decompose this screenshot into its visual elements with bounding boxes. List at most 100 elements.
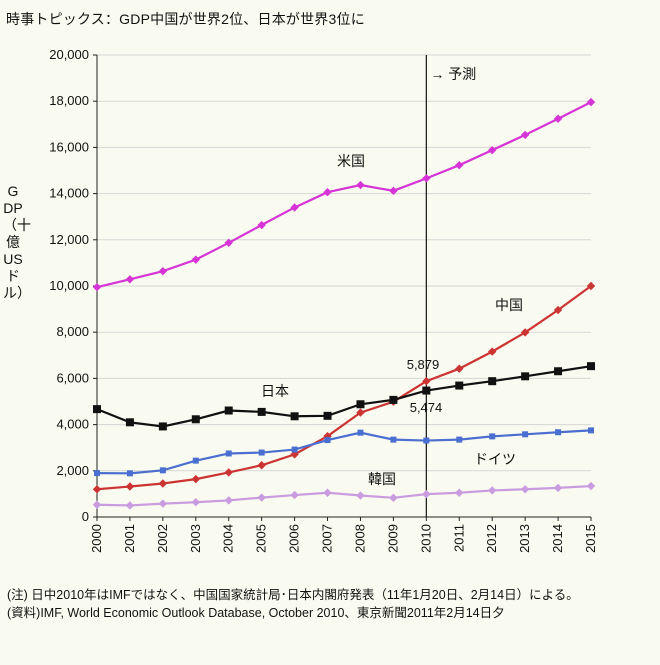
data-point [520, 485, 530, 494]
data-point [422, 386, 431, 395]
y-axis-ticks: 0 2,000 4,000 6,000 8,000 10,000 12,000 14,000 1… [49, 47, 97, 524]
series-line [96, 365, 592, 428]
x-tick-label: 2015 [583, 524, 598, 553]
data-point [555, 429, 562, 436]
y-tick-label: 8,000 [56, 324, 89, 339]
data-point [389, 493, 398, 503]
data-point [290, 203, 299, 212]
data-point [553, 305, 563, 315]
data-point [93, 405, 101, 414]
data-point [324, 437, 331, 444]
data-point [586, 97, 596, 107]
series-label: 日本 [261, 383, 289, 399]
data-point [455, 160, 464, 170]
y-tick-label: 6,000 [56, 370, 89, 385]
data-point [522, 431, 529, 438]
data-point [586, 481, 596, 491]
footnote-note: (注) 日中2010年はIMFではなく、中国国家統計局･日本内閣府発表（11年1… [7, 588, 579, 602]
data-point [291, 446, 298, 453]
series-line [96, 429, 592, 475]
series-line [96, 484, 592, 507]
data-point [586, 281, 596, 291]
data-point [125, 275, 135, 284]
data-point [191, 474, 200, 484]
y-tick-label: 4,000 [56, 417, 89, 432]
x-tick-label: 2002 [155, 524, 170, 553]
data-point [125, 482, 135, 491]
data-point [290, 490, 299, 500]
series-label: 米国 [337, 153, 365, 169]
data-point [488, 145, 497, 155]
gridlines [97, 54, 591, 472]
data-point [356, 400, 365, 409]
data-point [159, 467, 166, 474]
series-group [92, 97, 596, 510]
series-label: 中国 [495, 297, 523, 313]
data-point [92, 500, 102, 509]
forecast-label: → 予測 [430, 66, 476, 82]
data-point [125, 418, 134, 427]
x-tick-label: 2005 [254, 524, 269, 553]
y-tick-label: 18,000 [49, 93, 89, 108]
data-point [191, 255, 200, 264]
data-point [488, 486, 497, 495]
data-point [422, 376, 431, 386]
data-point [257, 461, 266, 470]
data-point [389, 186, 398, 196]
data-point [489, 433, 496, 440]
data-point [422, 174, 431, 183]
data-point [553, 483, 563, 493]
data-point [92, 485, 102, 494]
data-point [323, 188, 332, 197]
data-point [357, 429, 364, 436]
data-point [587, 362, 595, 371]
data-point [356, 408, 365, 417]
data-point [224, 496, 233, 505]
data-point [456, 436, 463, 443]
data-point [389, 395, 398, 404]
series-label: ドイツ [474, 451, 516, 467]
data-point [520, 328, 530, 337]
data-point [257, 493, 266, 502]
x-tick-label: 2009 [385, 524, 400, 553]
data-point [225, 450, 232, 457]
data-point [158, 479, 168, 488]
data-point [323, 488, 332, 497]
x-tick-label: 2001 [122, 524, 137, 553]
y-tick-label: 20,000 [49, 47, 89, 62]
data-point [422, 489, 431, 499]
x-tick-label: 2011 [451, 524, 466, 552]
series-line [96, 101, 592, 289]
x-tick-label: 2010 [418, 524, 433, 553]
data-point [192, 457, 199, 464]
y-tick-label: 14,000 [49, 186, 89, 201]
gdp-line-chart: 0 2,000 4,000 6,000 8,000 10,000 12,000 14,000 1… [49, 47, 598, 553]
data-point [455, 381, 464, 390]
value-annotation: 5,474 [410, 400, 443, 415]
data-point [488, 347, 497, 356]
data-point [126, 470, 133, 477]
y-tick-label: 2,000 [56, 463, 89, 478]
series-label: 韓国 [368, 471, 396, 487]
x-tick-label: 2000 [89, 524, 104, 553]
data-point [158, 267, 168, 276]
data-point [257, 407, 266, 416]
data-point [390, 436, 397, 443]
x-tick-label: 2007 [320, 524, 335, 553]
data-point [520, 130, 530, 140]
x-tick-label: 2003 [188, 524, 203, 553]
data-point [191, 415, 200, 424]
data-point [258, 449, 265, 456]
data-point [455, 364, 464, 373]
data-point [191, 498, 200, 507]
data-point [455, 488, 464, 497]
x-tick-label: 2006 [287, 524, 302, 553]
y-tick-label: 12,000 [49, 232, 89, 247]
data-point [356, 491, 365, 500]
footnote-source: (資料)IMF, World Economic Outlook Database… [7, 606, 505, 620]
series-line [96, 285, 592, 491]
data-point [125, 501, 135, 510]
x-tick-label: 2012 [484, 524, 499, 553]
x-axis-ticks: 2000 2001 2002 2003 2004 2005 2006 2007 2008 2009… [89, 517, 598, 553]
